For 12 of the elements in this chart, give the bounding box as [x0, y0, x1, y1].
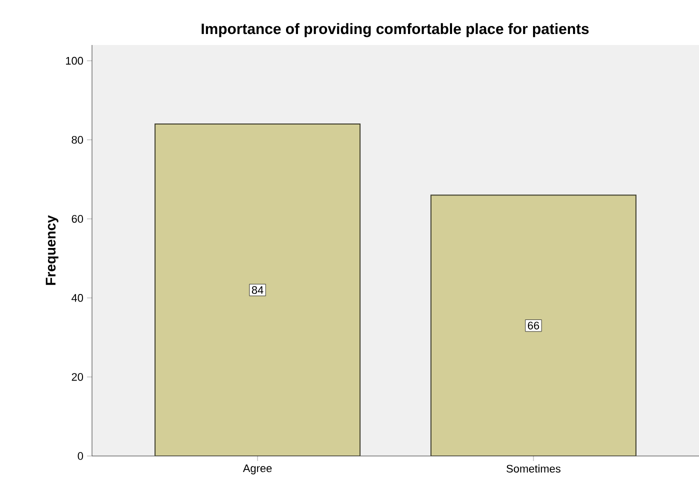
x-tick-label: Agree — [242, 464, 272, 474]
y-tick-label: 60 — [72, 215, 84, 223]
y-tick-label: 20 — [72, 373, 84, 381]
chart-title: Importance of providing comfortable place for patients — [202, 23, 589, 38]
y-tick-label: 100 — [66, 56, 84, 65]
x-tick-label: Sometimes — [506, 464, 560, 473]
y-tick-label: 0 — [78, 452, 84, 460]
data-label: 66 — [528, 322, 540, 330]
data-label: 84 — [252, 286, 264, 294]
y-tick-label: 80 — [72, 136, 84, 144]
y-axis-title: Frequency — [46, 215, 58, 285]
y-tick-label: 40 — [72, 294, 84, 302]
